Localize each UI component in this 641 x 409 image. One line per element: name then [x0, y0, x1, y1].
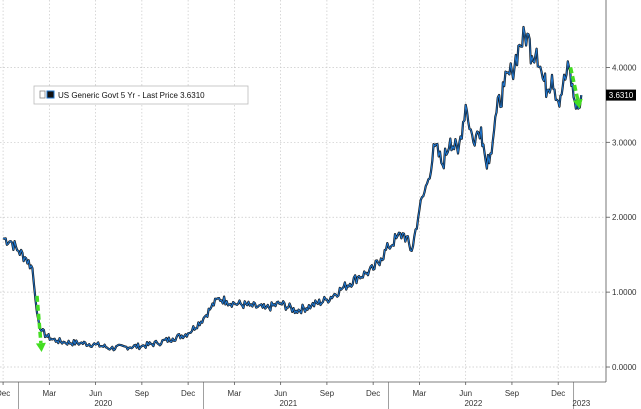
y-tick-label: 4.0000: [612, 63, 637, 72]
x-tick-label: Dec: [181, 389, 195, 398]
legend-checkbox-icon: [39, 90, 46, 99]
annotations-layer: [35, 67, 583, 352]
x-tick-label: Dec: [366, 389, 380, 398]
gridlines: [0, 0, 606, 382]
x-tick-label: Mar: [413, 389, 427, 398]
annotation-arrow-head: [35, 342, 46, 352]
x-tick-label: Sep: [135, 389, 150, 398]
last-price-label: 3.6310: [609, 91, 634, 100]
annotation-arrow-head: [572, 98, 583, 109]
x-tick-label: Mar: [227, 389, 241, 398]
legend-label: US Generic Govt 5 Yr - Last Price 3.6310: [58, 91, 205, 100]
x-tick-label: Jun: [459, 389, 472, 398]
last-price-tag: 3.6310: [606, 89, 636, 101]
y-axis: 0.0000 1.0000 2.0000 3.0000 4.0000: [606, 63, 637, 372]
x-axis: Dec Mar Jun Sep Dec Mar Jun Sep Dec Mar Jun Sep Dec 2…: [0, 382, 591, 408]
year-label: 2022: [464, 399, 482, 408]
x-tick-label: Sep: [505, 389, 520, 398]
series-line-shadow: [2, 25, 583, 352]
legend-box: [33, 85, 249, 105]
annotation-arrow-shaft: [35, 295, 43, 344]
x-tick-label: Jun: [274, 389, 287, 398]
legend-swatch-icon: [46, 90, 55, 99]
x-tick-label: Mar: [42, 389, 56, 398]
x-tick-label: Dec: [0, 389, 10, 398]
annotation-arrow-shaft: [568, 67, 580, 101]
x-tick-label: Dec: [551, 389, 565, 398]
year-label: 2021: [279, 399, 297, 408]
last-price-box: [606, 89, 636, 101]
axis-frame: [0, 0, 607, 383]
series-line: [2, 26, 582, 351]
y-tick-label: 0.0000: [612, 363, 637, 372]
y-tick-label: 1.0000: [612, 288, 637, 297]
legend: US Generic Govt 5 Yr - Last Price 3.6310: [33, 85, 249, 105]
y-tick-label: 2.0000: [612, 213, 637, 222]
y-tick-label: 3.0000: [612, 138, 637, 147]
series-layer: [2, 25, 583, 352]
year-label: 2023: [572, 399, 590, 408]
year-label: 2020: [94, 399, 112, 408]
x-tick-label: Sep: [320, 389, 335, 398]
x-tick-label: Jun: [89, 389, 102, 398]
year-separators: [18, 382, 575, 409]
